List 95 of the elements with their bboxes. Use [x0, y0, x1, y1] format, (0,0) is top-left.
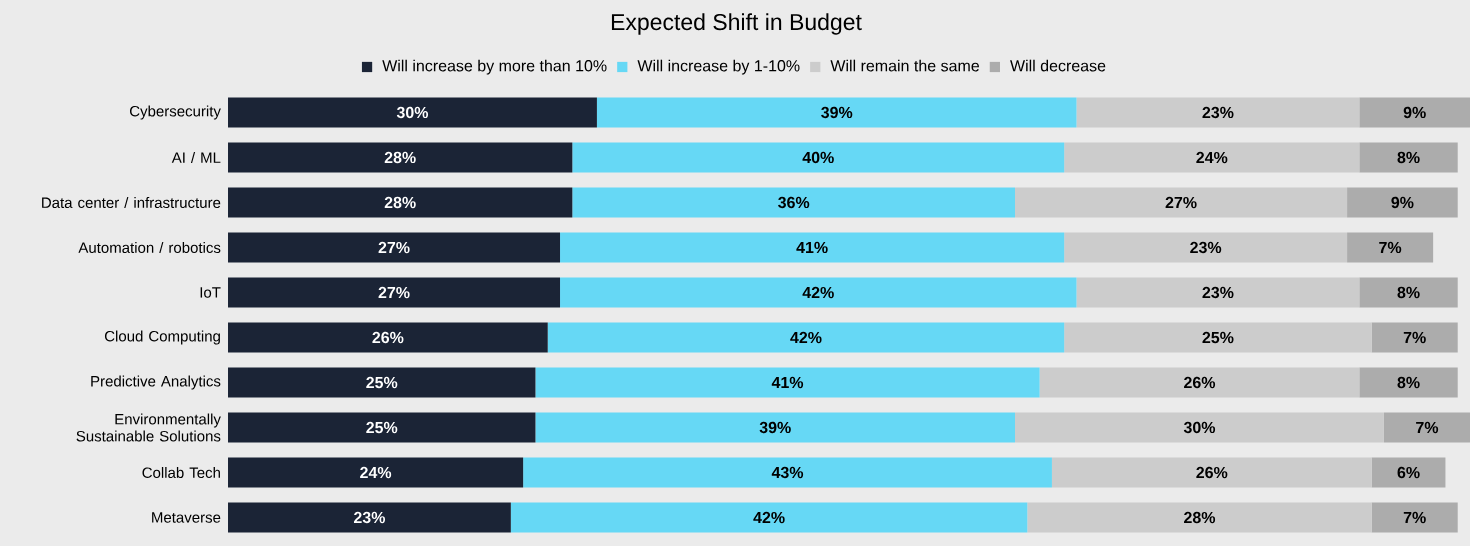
legend-label: Will remain the same [830, 59, 980, 72]
chart-title: Expected Shift in Budget [611, 13, 862, 35]
bar [228, 97, 597, 128]
bar [1051, 457, 1372, 488]
data-label: 23% [1202, 106, 1234, 119]
data-label: 42% [753, 511, 785, 524]
bar [228, 322, 548, 353]
bar [535, 412, 1016, 443]
bar [1076, 97, 1360, 128]
data-label: 25% [1202, 331, 1234, 344]
data-label: 41% [796, 241, 828, 254]
data-label: 25% [366, 376, 398, 389]
bar [523, 457, 1052, 488]
bar [228, 502, 511, 533]
bar [228, 457, 524, 488]
bar [1064, 232, 1348, 263]
data-label: 30% [1183, 421, 1216, 434]
data-label: 28% [1184, 511, 1216, 524]
data-label: 39% [759, 421, 791, 434]
data-label: 27% [378, 241, 410, 254]
bar [1064, 142, 1360, 173]
data-label: 8% [1397, 376, 1420, 389]
legend-label: Will decrease [1010, 59, 1106, 72]
bar [228, 232, 561, 263]
data-label: 24% [1196, 151, 1228, 164]
bar [1347, 187, 1458, 218]
bar [1371, 457, 1446, 488]
y-tick-label: Collab Tech [142, 467, 220, 479]
bar [1359, 367, 1458, 398]
bar [560, 232, 1065, 263]
data-label: 7% [1403, 511, 1426, 524]
y-tick-label: IoT [200, 287, 221, 298]
y-tick-label: Data center / infrastructure [42, 197, 221, 209]
bar [1064, 322, 1372, 353]
data-label: 36% [778, 196, 810, 209]
bar [228, 277, 561, 308]
data-label: 8% [1397, 151, 1420, 164]
data-label: 27% [1165, 196, 1197, 209]
data-label: 42% [790, 331, 822, 344]
data-label: 7% [1379, 241, 1402, 254]
y-tick-label: AI / ML [171, 152, 221, 164]
data-label: 9% [1403, 106, 1426, 119]
data-label: 41% [771, 376, 804, 389]
y-tick-label: Environmentally Sustainable Solutions [76, 413, 221, 442]
bar [228, 187, 573, 218]
data-label: 7% [1416, 421, 1439, 434]
bar [547, 322, 1065, 353]
data-label: 23% [1202, 286, 1234, 299]
data-label: 27% [378, 286, 410, 299]
bar [1359, 142, 1458, 173]
bar [572, 187, 1016, 218]
data-label: 26% [1184, 376, 1216, 389]
bar [560, 277, 1077, 308]
bar [572, 142, 1065, 173]
legend-label: Will increase by 1-10% [637, 59, 800, 75]
data-label: 42% [802, 286, 834, 299]
data-label: 8% [1397, 286, 1420, 299]
data-label: 43% [771, 466, 804, 479]
data-label: 28% [384, 196, 416, 209]
y-tick-label: Cybersecurity [130, 105, 221, 120]
bar [1015, 187, 1348, 218]
data-label: 23% [353, 511, 386, 524]
data-label: 30% [396, 106, 429, 119]
data-label: 7% [1403, 331, 1426, 344]
data-label: 24% [360, 466, 392, 479]
bar [510, 502, 1028, 533]
bar [228, 412, 536, 443]
bar [1359, 277, 1458, 308]
bar [228, 142, 573, 173]
legend-label: Will increase by more than 10% [382, 59, 607, 75]
data-label: 40% [802, 151, 834, 164]
bar [1027, 502, 1372, 533]
data-label: 25% [366, 421, 398, 434]
bar [228, 367, 536, 398]
data-label: 28% [384, 151, 416, 164]
bar [1076, 277, 1360, 308]
bar [1015, 412, 1384, 443]
data-label: 26% [1196, 466, 1228, 479]
bar [1371, 322, 1458, 353]
y-tick-label: Metaverse [152, 512, 221, 523]
bar [1359, 97, 1470, 128]
bar [535, 367, 1040, 398]
bar [1383, 412, 1470, 443]
bar [1371, 502, 1458, 533]
data-label: 9% [1391, 196, 1414, 209]
y-tick-label: Cloud Computing [104, 330, 220, 345]
data-label: 26% [372, 331, 404, 344]
bar [596, 97, 1077, 128]
y-tick-label: Predictive Analytics [91, 375, 221, 390]
data-label: 6% [1397, 466, 1420, 479]
data-label: 39% [821, 106, 853, 119]
bar [1347, 232, 1434, 263]
data-label: 23% [1190, 241, 1222, 254]
bar [1039, 367, 1360, 398]
y-tick-label: Automation / robotics [78, 242, 221, 254]
